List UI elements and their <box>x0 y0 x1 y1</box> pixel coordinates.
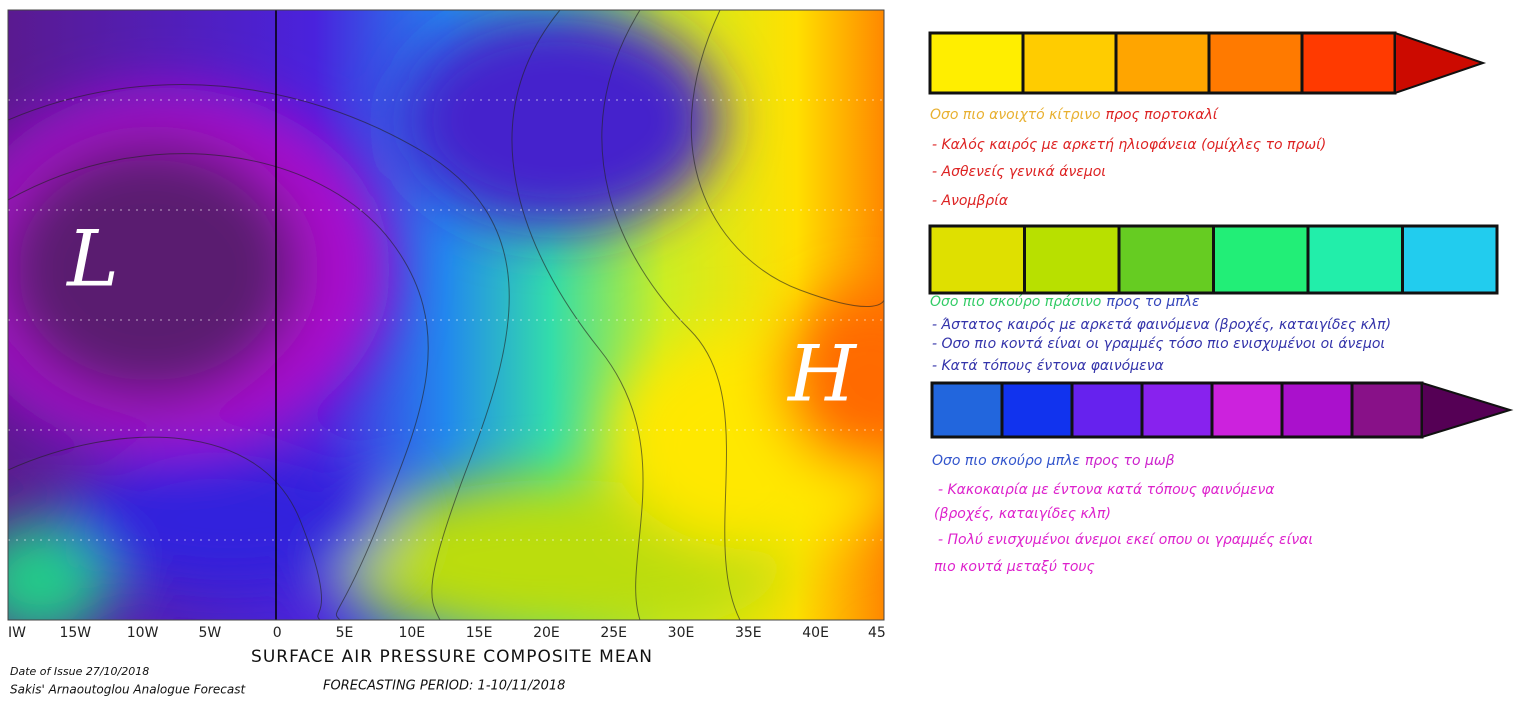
legend-item: - Κακοκαιρία με έντονα κατά τόπους φαινό… <box>938 482 1275 498</box>
pressure-marker: L <box>65 215 119 305</box>
color-box <box>1023 224 1121 295</box>
color-box <box>1000 381 1074 439</box>
heading-part: Οσο πιο σκούρο μπλε <box>932 453 1080 469</box>
x-axis-label: 15W <box>59 625 91 641</box>
x-axis-label: 40E <box>802 625 829 641</box>
legend-item: - Ασθενείς γενικά άνεμοι <box>932 164 1106 180</box>
legend-item: - Άστατος καιρός με αρκετά φαινόμενα (βρ… <box>932 317 1391 333</box>
color-box <box>928 31 1025 95</box>
x-axis-label: 30E <box>668 625 695 641</box>
issue-date: Date of Issue 27/10/2018 <box>10 665 149 678</box>
legend-heading: Οσο πιο ανοιχτό κίτρινο προς πορτοκαλί <box>930 107 1220 123</box>
color-box <box>928 224 1026 295</box>
legend-item: πιο κοντά μεταξύ τους <box>934 559 1095 575</box>
x-axis-label: 5E <box>336 625 354 641</box>
color-box <box>1212 224 1310 295</box>
pressure-marker: H <box>786 330 858 420</box>
color-box <box>1306 224 1404 295</box>
color-box <box>1280 381 1354 439</box>
color-box <box>1350 381 1424 439</box>
heading-part: προς το μπλε <box>1106 294 1200 310</box>
legend-bar <box>928 224 1499 295</box>
legend-item: (βροχές, καταιγίδες κλπ) <box>934 506 1111 522</box>
heading-part: προς το μωβ <box>1085 453 1175 469</box>
x-axis-label: 25E <box>600 625 627 641</box>
color-box <box>1070 381 1144 439</box>
x-axis-label: 20E <box>533 625 560 641</box>
x-axis-label: 10W <box>127 625 159 641</box>
color-box <box>1021 31 1118 95</box>
color-box <box>1140 381 1214 439</box>
forecast-period: FORECASTING PERIOD: 1-10/11/2018 <box>323 679 565 694</box>
color-box <box>930 381 1004 439</box>
heading-part: προς πορτοκαλί <box>1106 107 1220 123</box>
legend-bar <box>928 31 1487 95</box>
pressure-map <box>8 10 884 620</box>
color-arrow <box>1421 381 1514 439</box>
legend-item: - Πολύ ενισχυμένοι άνεμοι εκεί οπου οι γ… <box>938 532 1313 548</box>
color-arrow <box>1394 31 1487 95</box>
x-axis-label: 10E <box>398 625 425 641</box>
x-axis-label: 5W <box>199 625 222 641</box>
legend-heading: Οσο πιο σκούρο πράσινο προς το μπλε <box>930 294 1200 310</box>
legend-item: - Κατά τόπους έντονα φαινόμενα <box>932 358 1165 374</box>
color-box <box>1300 31 1397 95</box>
author: Sakis' Arnaoutoglou Analogue Forecast <box>10 683 246 697</box>
color-box <box>1401 224 1499 295</box>
heading-part: Οσο πιο ανοιχτό κίτρινο <box>930 107 1101 123</box>
legend-bar <box>930 381 1514 439</box>
map-title: SURFACE AIR PRESSURE COMPOSITE MEAN <box>251 647 653 667</box>
heading-part: Οσο πιο σκούρο πράσινο <box>930 294 1101 310</box>
color-box <box>1210 381 1284 439</box>
color-box <box>1117 224 1215 295</box>
legend-heading: Οσο πιο σκούρο μπλε προς το μωβ <box>932 453 1175 469</box>
x-axis-label: 0 <box>273 625 282 641</box>
legend-item: - Καλός καιρός με αρκετή ηλιοφάνεια (ομί… <box>932 137 1326 153</box>
x-axis-label: 45 <box>868 625 886 641</box>
color-box <box>1114 31 1211 95</box>
legend-item: - Οσο πιο κοντά είναι οι γραμμές τόσο πι… <box>932 336 1385 352</box>
x-axis-label: IW <box>8 625 26 641</box>
x-axis-label: 35E <box>735 625 762 641</box>
x-axis-label: 15E <box>466 625 493 641</box>
color-box <box>1207 31 1304 95</box>
legend-item: - Ανομβρία <box>932 193 1009 209</box>
